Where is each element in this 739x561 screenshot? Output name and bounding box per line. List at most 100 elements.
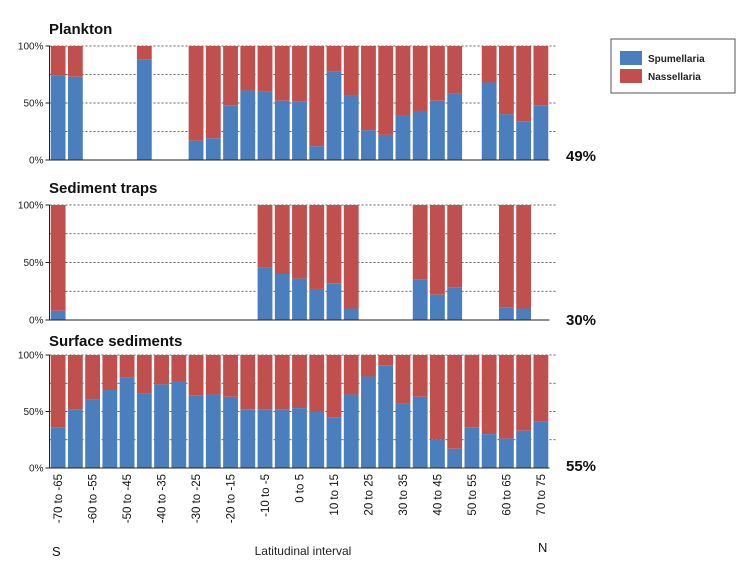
bar-nassellaria <box>257 46 273 92</box>
bar-nassellaria <box>50 205 66 311</box>
bar-nassellaria <box>378 355 394 366</box>
bar-spumellaria <box>447 287 463 320</box>
bar-spumellaria <box>136 59 152 160</box>
bar-nassellaria <box>481 355 497 435</box>
bar-spumellaria <box>516 308 532 320</box>
bar-spumellaria <box>257 409 273 468</box>
bar-nassellaria <box>326 205 342 284</box>
bar-spumellaria <box>274 274 290 320</box>
bar-nassellaria <box>498 355 514 439</box>
panel-title: Plankton <box>49 21 112 38</box>
bar-nassellaria <box>240 46 256 91</box>
bar-nassellaria <box>292 46 307 102</box>
south-marker: S <box>52 544 61 559</box>
bar-nassellaria <box>257 205 273 268</box>
bar-spumellaria <box>257 91 273 160</box>
x-tick-label: -50 to -45 <box>122 474 134 523</box>
bar-nassellaria <box>85 355 101 400</box>
legend-swatch-spumellaria <box>620 51 642 65</box>
bar-spumellaria <box>50 310 66 320</box>
bar-nassellaria <box>292 205 307 279</box>
bar-spumellaria <box>119 377 135 468</box>
bar-nassellaria <box>533 46 549 106</box>
bar-spumellaria <box>447 448 463 468</box>
bar-spumellaria <box>102 390 118 468</box>
bar-spumellaria <box>498 307 514 320</box>
summary-percent: 30% <box>566 312 596 329</box>
bar-nassellaria <box>412 355 428 397</box>
summary-percent: 49% <box>566 148 596 165</box>
bar-spumellaria <box>223 105 238 160</box>
bar-nassellaria <box>430 355 445 440</box>
bar-nassellaria <box>343 205 359 309</box>
bar-spumellaria <box>430 100 445 160</box>
bar-spumellaria <box>274 409 290 468</box>
bar-spumellaria <box>154 384 169 468</box>
bar-nassellaria <box>412 46 428 111</box>
bar-spumellaria <box>67 76 83 160</box>
bar-spumellaria <box>85 399 101 468</box>
bar-spumellaria <box>205 138 221 160</box>
bar-spumellaria <box>498 114 514 160</box>
bar-spumellaria <box>516 121 532 160</box>
bar-nassellaria <box>343 46 359 96</box>
bar-spumellaria <box>412 279 428 320</box>
bar-spumellaria <box>223 396 238 468</box>
panel-1: Sediment traps 0% 50% 100% 30% <box>18 180 596 329</box>
x-tick-label: 70 to 75 <box>536 474 548 516</box>
bar-nassellaria <box>412 205 428 280</box>
bar-spumellaria <box>240 90 256 160</box>
bar-spumellaria <box>274 100 290 160</box>
x-tick-label: 40 to 45 <box>432 474 444 516</box>
panel-0: Plankton 0% 50% 100% 49% <box>18 21 596 167</box>
y-tick-label: 100% <box>18 42 44 53</box>
bar-nassellaria <box>50 355 66 428</box>
bar-nassellaria <box>154 355 169 385</box>
x-tick-labels: -70 to -65 -60 to -55 -50 to -45 -40 to -35… <box>53 474 548 523</box>
bar-spumellaria <box>326 283 342 320</box>
bar-nassellaria <box>447 46 463 94</box>
x-tick-label: -60 to -55 <box>88 474 100 523</box>
bar-nassellaria <box>188 355 204 396</box>
bar-spumellaria <box>533 105 549 160</box>
bar-nassellaria <box>309 46 325 147</box>
bar-spumellaria <box>67 409 83 468</box>
bar-nassellaria <box>309 355 325 412</box>
bar-nassellaria <box>223 355 238 397</box>
bar-nassellaria <box>395 46 411 116</box>
bar-nassellaria <box>50 46 66 76</box>
bar-nassellaria <box>498 205 514 308</box>
bar-spumellaria <box>171 380 187 468</box>
bar-nassellaria <box>464 355 480 428</box>
bar-spumellaria <box>50 427 66 468</box>
y-tick-label: 50% <box>23 407 43 418</box>
y-tick-label: 0% <box>29 464 44 475</box>
bar-nassellaria <box>361 46 376 131</box>
bar-nassellaria <box>343 355 359 395</box>
bar-spumellaria <box>240 409 256 468</box>
bar-spumellaria <box>516 430 532 468</box>
north-marker: N <box>538 540 547 555</box>
x-tick-label: -40 to -35 <box>157 474 169 523</box>
y-tick-label: 100% <box>18 201 44 212</box>
x-tick-label: -20 to -15 <box>226 474 238 523</box>
y-tick-label: 50% <box>23 99 43 110</box>
legend: Spumellaria Nassellaria <box>610 38 736 94</box>
bar-nassellaria <box>498 46 514 115</box>
bar-nassellaria <box>447 205 463 288</box>
bar-spumellaria <box>533 421 549 468</box>
bar-nassellaria <box>516 46 532 122</box>
bar-nassellaria <box>309 205 325 289</box>
panel-title: Surface sediments <box>49 333 182 350</box>
bar-nassellaria <box>205 355 221 395</box>
bar-spumellaria <box>430 294 445 320</box>
bar-nassellaria <box>257 355 273 410</box>
bar-spumellaria <box>481 434 497 468</box>
bar-spumellaria <box>326 71 342 160</box>
bar-nassellaria <box>67 355 83 410</box>
bar-nassellaria <box>395 355 411 404</box>
bar-nassellaria <box>67 46 83 77</box>
bar-spumellaria <box>309 411 325 468</box>
bar-spumellaria <box>205 394 221 468</box>
legend-label-nassellaria: Nassellaria <box>648 72 701 83</box>
